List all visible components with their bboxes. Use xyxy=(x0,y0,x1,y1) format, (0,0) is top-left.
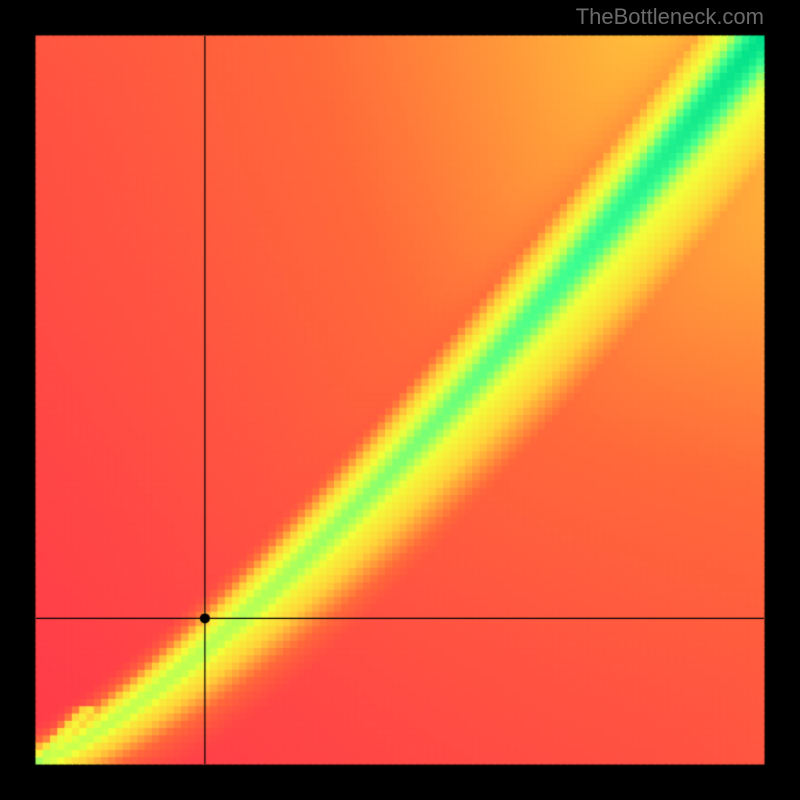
chart-container: TheBottleneck.com xyxy=(0,0,800,800)
watermark-text: TheBottleneck.com xyxy=(576,4,764,30)
bottleneck-heatmap xyxy=(0,0,800,800)
